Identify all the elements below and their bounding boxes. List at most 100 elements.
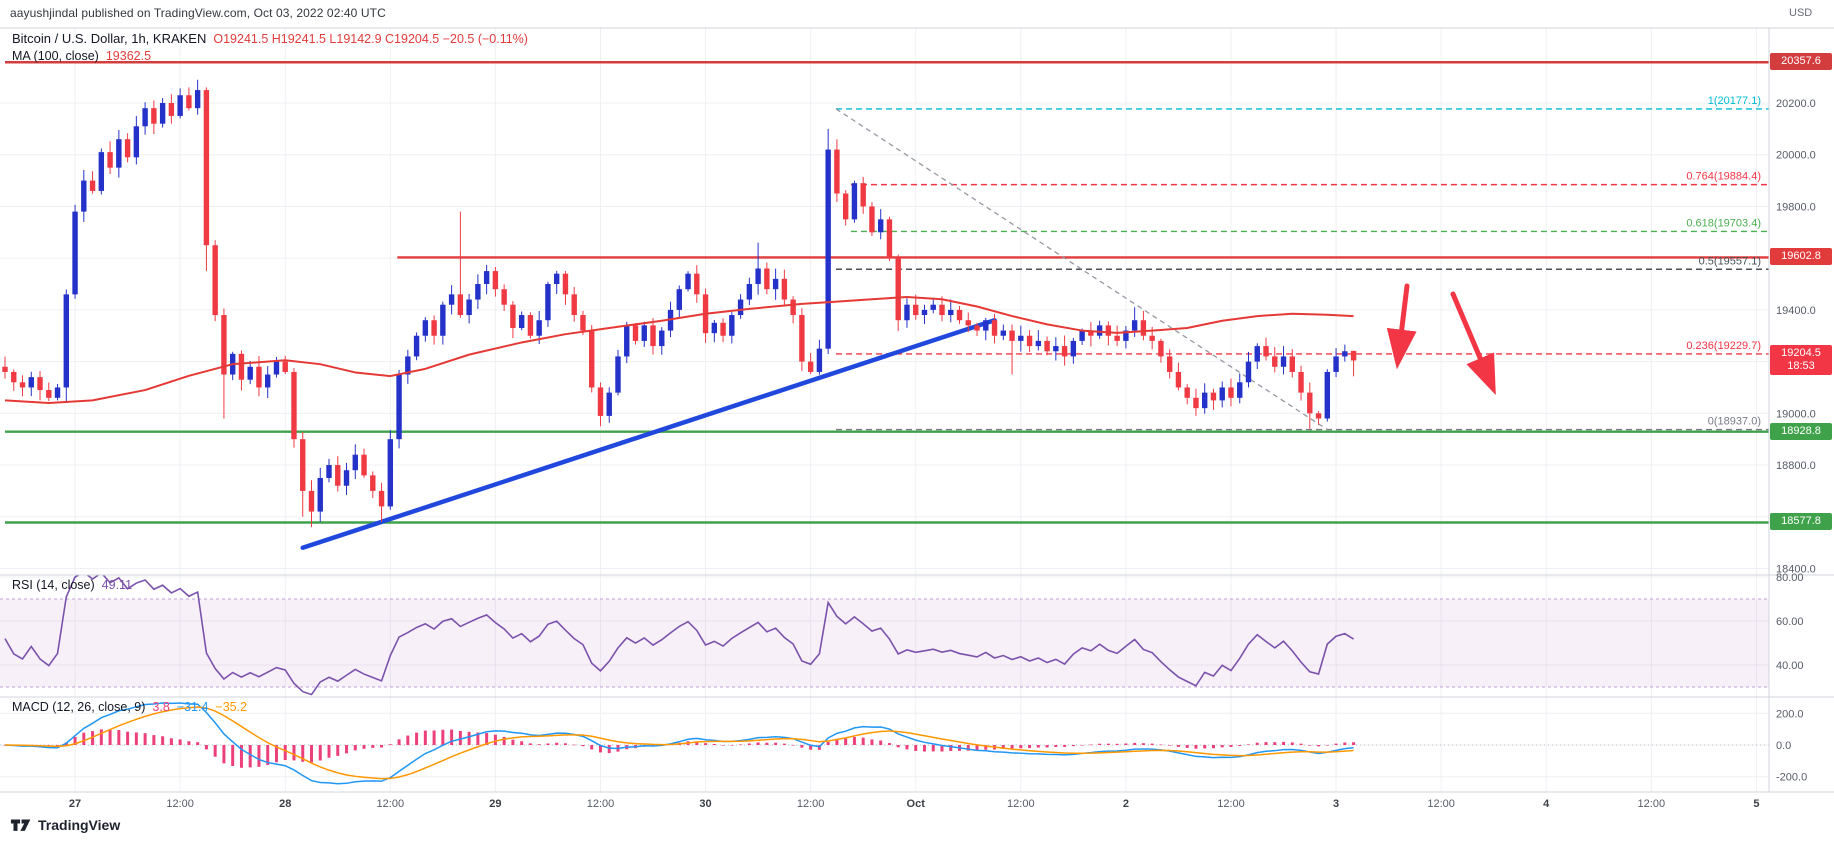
macd-histogram-bar (257, 745, 261, 767)
candle-body (694, 273, 700, 295)
macd-histogram-bar (143, 733, 147, 745)
macd-histogram-bar (1141, 743, 1145, 745)
candle-body (860, 183, 866, 207)
candle-body (1088, 330, 1094, 336)
red-arrow-annotation[interactable] (1450, 291, 1496, 396)
price-tick-label: 20200.0 (1776, 98, 1816, 110)
macd-histogram-bar (1299, 743, 1303, 745)
candle-body (1202, 392, 1208, 409)
candle-body (1035, 340, 1042, 347)
macd-histogram-bar (721, 745, 725, 746)
macd-histogram-bar (178, 739, 182, 745)
candle-body (1000, 330, 1006, 336)
macd-histogram-bar (476, 732, 480, 745)
candle-body (308, 490, 315, 512)
macd-histogram-bar (870, 739, 874, 745)
candle-body (781, 278, 788, 300)
macd-histogram-bar (1106, 743, 1110, 745)
macd-histogram-bar (826, 741, 830, 745)
time-tick-label: 12:00 (377, 798, 405, 810)
macd-tick-label: 0.0 (1776, 740, 1791, 752)
macd-histogram-bar (949, 745, 953, 752)
macd-histogram-bar (1159, 744, 1163, 746)
macd-histogram-bar (108, 729, 112, 745)
macd-histogram-bar (1282, 741, 1286, 745)
candle-body (396, 374, 402, 440)
macd-histogram-bar (301, 745, 305, 762)
candle-body (921, 309, 928, 316)
ma100-line[interactable] (4, 295, 1354, 404)
macd-histogram-bar (1045, 745, 1049, 748)
macd-histogram-bar (791, 744, 795, 746)
candle-body (168, 103, 175, 116)
candle-body (562, 273, 569, 295)
macd-histogram-bar (546, 743, 550, 745)
price-scale-labels[interactable]: 20200.0 20000.0 19800.0 19400.0 19000.0 18800… (1776, 98, 1816, 784)
macd-histogram-bar (940, 745, 944, 752)
candle-body (983, 320, 989, 331)
candle-body (151, 108, 157, 124)
price-levels[interactable]: 1(20177.1) 0.764(19884.4) 0.618(19703.4) 0.… (5, 61, 1769, 551)
macd-histogram-bar (423, 730, 427, 745)
candle-body (1114, 335, 1120, 341)
candle-body (930, 304, 936, 310)
candle-body (1070, 340, 1077, 357)
time-tick-label: 5 (1753, 798, 1759, 810)
candle-body (527, 315, 534, 336)
candle-body (273, 361, 280, 375)
macd-histogram-bar (432, 730, 436, 745)
price-badge: 20357.6 (1770, 53, 1832, 71)
macd-histogram-bar (704, 743, 708, 745)
rsi-line[interactable] (4, 572, 1354, 696)
macd-histogram-bar (1238, 745, 1242, 746)
candle-body (98, 152, 105, 191)
time-tick-label: 30 (699, 798, 711, 810)
macd-histogram-bar (82, 732, 86, 745)
macd-histogram-bar (397, 739, 401, 745)
candle-body (317, 477, 323, 512)
macd-histogram-bar (739, 744, 743, 746)
macd-histogram-bar (1019, 745, 1023, 749)
macd-histogram-bar (511, 739, 515, 745)
candle-body (729, 315, 735, 336)
macd-histogram-bar (1063, 745, 1067, 747)
macd-histogram-bar (555, 742, 559, 745)
macd-histogram-bar (975, 745, 979, 751)
candle-body (1245, 361, 1252, 383)
macd-histogram-bar (415, 732, 419, 745)
macd-histogram-bar (187, 741, 191, 745)
macd-histogram-bar (283, 745, 287, 761)
candle-body (974, 325, 980, 331)
candle-body (956, 309, 963, 321)
candle-body (720, 322, 726, 336)
candle-body (510, 304, 516, 328)
candle-body (1009, 330, 1015, 341)
macd-histogram-bar (966, 745, 970, 751)
macd-histogram-bar (774, 742, 778, 745)
tradingview-watermark[interactable]: TradingView (10, 816, 120, 834)
time-axis[interactable]: 27 12:00 28 12:00 29 12:00 30 12:00 Oct 12:00 2 12:… (69, 798, 1760, 810)
macd-pane[interactable] (0, 702, 1769, 785)
macd-histogram-bar (161, 736, 165, 745)
time-tick-label: 12:00 (797, 798, 825, 810)
time-tick-label: 28 (279, 798, 291, 810)
axis-currency-label: USD (1789, 7, 1813, 19)
macd-histogram-bar (1334, 743, 1338, 745)
fib-diagonal-line[interactable] (835, 108, 1328, 431)
macd-histogram-bar (905, 745, 909, 750)
macd-histogram-bar (1010, 745, 1014, 749)
price-badge: 19602.8 (1770, 248, 1832, 266)
candle-body (676, 289, 682, 310)
candle-body (72, 211, 78, 295)
rsi-tick-label: 60.00 (1776, 616, 1804, 628)
candle-body (46, 390, 52, 398)
candles[interactable] (2, 79, 1357, 528)
candle-body (194, 90, 201, 109)
macd-histogram-bar (844, 738, 848, 745)
support-trendline[interactable] (300, 317, 997, 551)
candle-body (11, 371, 17, 383)
macd-histogram-bar (572, 744, 576, 746)
candle-body (965, 320, 971, 326)
red-arrow-annotation[interactable] (1386, 283, 1417, 370)
